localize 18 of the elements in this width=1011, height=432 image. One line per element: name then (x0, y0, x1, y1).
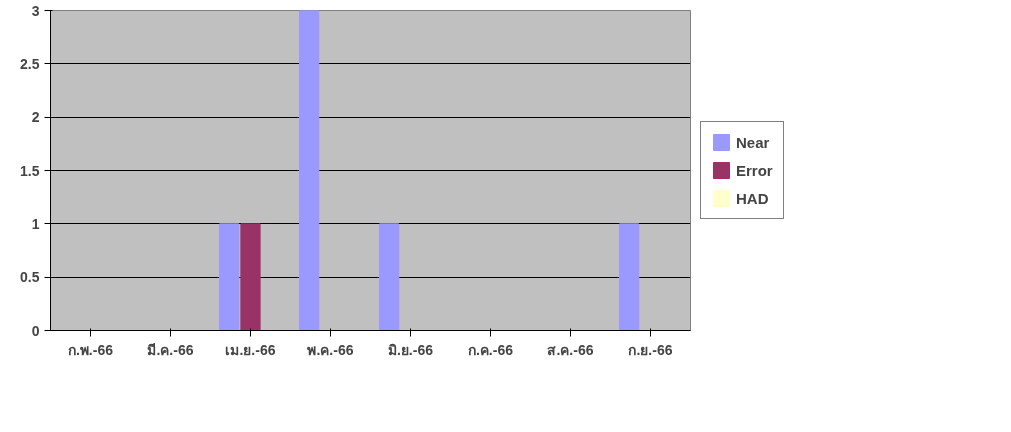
legend-label: HAD (736, 189, 769, 207)
y-tick-label: 0 (31, 322, 40, 339)
y-tick-label: 0.5 (20, 269, 40, 286)
legend-label: Near (736, 133, 770, 151)
x-tick-label: เม.ย.-66 (225, 341, 276, 358)
y-tick-label: 1.5 (20, 162, 40, 179)
legend-label: Error (736, 161, 773, 179)
y-tick-label: 3 (31, 2, 40, 19)
x-tick-label: ก.พ.-66 (67, 341, 114, 358)
y-tick-label: 2.5 (20, 55, 40, 72)
x-tick-label: ส.ค.-66 (547, 341, 594, 358)
x-tick-label: มี.ค.-66 (147, 341, 194, 358)
x-tick-label: ก.ย.-66 (628, 341, 673, 358)
x-tick-label: พ.ค.-66 (307, 341, 354, 358)
y-tick-label: 1 (31, 215, 40, 232)
y-tick-label: 2 (31, 109, 40, 126)
x-tick-label: มิ.ย.-66 (387, 341, 434, 358)
x-tick-label: ก.ค.-66 (467, 341, 514, 358)
